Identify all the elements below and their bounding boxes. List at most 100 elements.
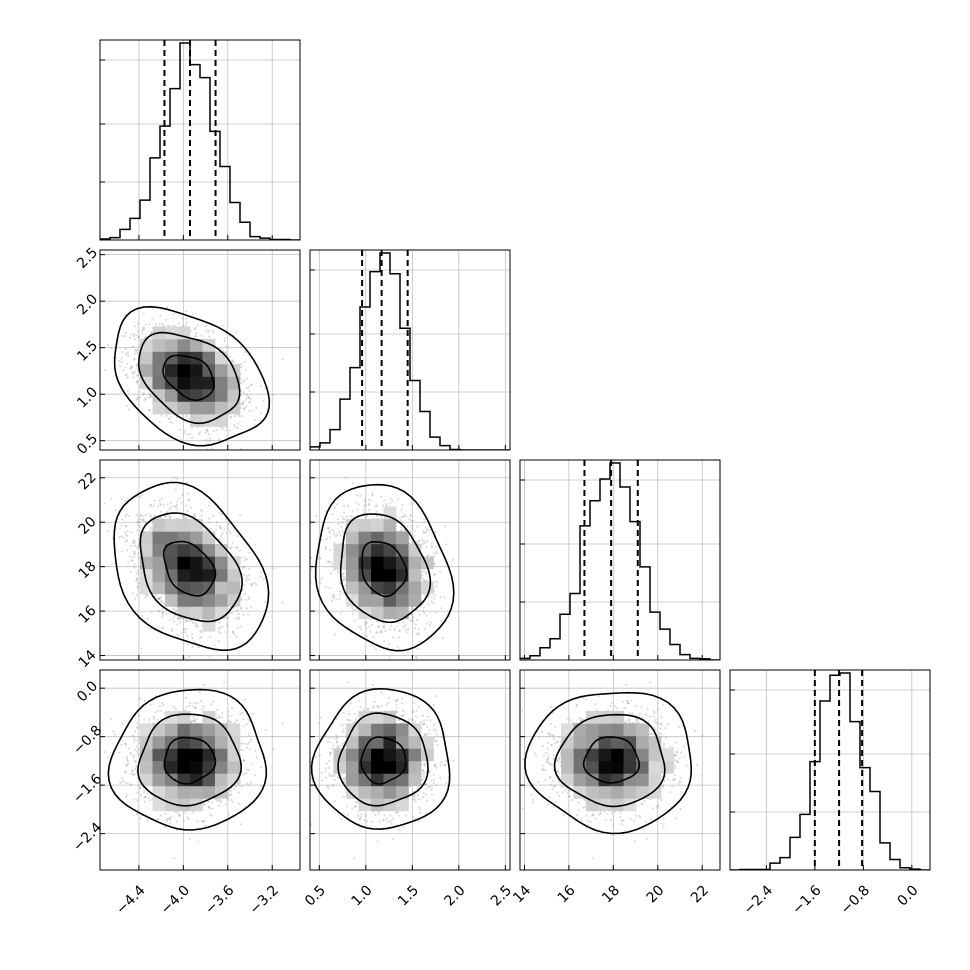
axes-frame <box>309 249 511 451</box>
scatter-point <box>187 492 190 495</box>
scatter-point <box>137 330 140 333</box>
scatter-point <box>207 517 210 520</box>
scatter-point <box>248 409 251 412</box>
density-cell <box>227 389 241 402</box>
scatter-point <box>125 513 128 516</box>
scatter-point <box>141 332 144 335</box>
scatter-point <box>136 396 139 399</box>
scatter-point <box>146 594 149 598</box>
scatter-point <box>136 369 139 373</box>
density-cell <box>165 364 178 377</box>
scatter-point <box>231 360 234 363</box>
scatter-point <box>148 323 151 326</box>
scatter-point <box>195 335 198 338</box>
scatter-point <box>136 524 139 527</box>
scatter-point <box>262 399 265 402</box>
scatter-point <box>181 494 184 497</box>
scatter-point <box>132 539 135 542</box>
scatter-point <box>126 404 129 407</box>
scatter-point <box>151 318 154 321</box>
scatter-point <box>218 621 221 624</box>
density-cell <box>165 376 178 390</box>
scatter-point <box>245 405 248 408</box>
scatter-point <box>157 505 160 508</box>
scatter-point <box>200 631 203 634</box>
scatter-point <box>232 361 235 364</box>
scatter-point <box>126 354 130 357</box>
scatter-point <box>136 380 139 383</box>
scatter-point <box>249 661 251 663</box>
scatter-point <box>236 426 239 430</box>
scatter-point <box>249 398 253 401</box>
contour-line <box>113 305 271 447</box>
scatter-point <box>174 608 177 611</box>
scatter-point <box>247 613 250 616</box>
density-cell <box>202 351 216 365</box>
scatter-point <box>239 447 243 450</box>
scatter-point <box>137 585 140 588</box>
scatter-point <box>185 627 188 630</box>
scatter-point <box>247 596 250 599</box>
scatter-point <box>135 577 138 580</box>
scatter-point <box>242 574 245 577</box>
scatter-point <box>227 523 230 526</box>
scatter-point <box>220 512 224 516</box>
scatter-point <box>166 503 169 506</box>
scatter-point <box>242 566 245 570</box>
scatter-point <box>185 415 188 418</box>
scatter-point <box>121 550 124 553</box>
scatter-point <box>207 335 211 338</box>
scatter-point <box>165 318 168 321</box>
scatter-point <box>120 357 123 360</box>
scatter-point <box>218 525 221 528</box>
scatter-point <box>141 393 145 396</box>
scatter-point <box>149 513 152 517</box>
scatter-point <box>135 513 138 517</box>
scatter-point <box>132 376 135 379</box>
scatter-point <box>149 503 152 506</box>
scatter-point <box>259 571 262 574</box>
scatter-point <box>190 426 194 430</box>
scatter-point <box>122 369 125 372</box>
scatter-point <box>178 621 181 624</box>
scatter-point <box>183 516 186 519</box>
scatter-point <box>204 529 207 532</box>
scatter-point <box>142 515 145 518</box>
scatter-point <box>129 545 133 548</box>
scatter-point <box>126 539 129 542</box>
scatter-point <box>248 597 251 601</box>
scatter-point <box>185 414 188 418</box>
scatter-point <box>247 396 250 399</box>
scatter-point <box>211 447 214 450</box>
scatter-point <box>194 514 197 517</box>
scatter-point <box>136 587 139 590</box>
scatter-point <box>254 423 257 426</box>
scatter-point <box>247 395 250 398</box>
scatter-point <box>226 625 229 628</box>
scatter-point <box>248 401 251 404</box>
scatter-point <box>135 580 138 583</box>
scatter-point <box>171 607 175 610</box>
scatter-panel-2-0 <box>99 459 301 663</box>
scatter-point <box>251 582 254 585</box>
scatter-point <box>243 564 246 568</box>
scatter-point <box>133 550 136 553</box>
density-cell <box>190 389 203 402</box>
scatter-point <box>209 635 212 638</box>
scatter-point <box>188 499 191 502</box>
density-cell <box>152 339 166 352</box>
density-cell <box>190 376 203 390</box>
scatter-point <box>161 625 164 629</box>
scatter-point <box>182 627 186 631</box>
scatter-point <box>186 498 190 501</box>
scatter-point <box>158 596 161 599</box>
scatter-point <box>129 336 132 339</box>
scatter-point <box>124 373 127 377</box>
scatter-point <box>208 504 211 507</box>
scatter-point <box>144 335 148 339</box>
scatter-point <box>186 635 189 638</box>
scatter-point <box>240 382 243 385</box>
scatter-point <box>215 520 219 523</box>
scatter-point <box>138 521 141 524</box>
scatter-point <box>167 417 171 420</box>
